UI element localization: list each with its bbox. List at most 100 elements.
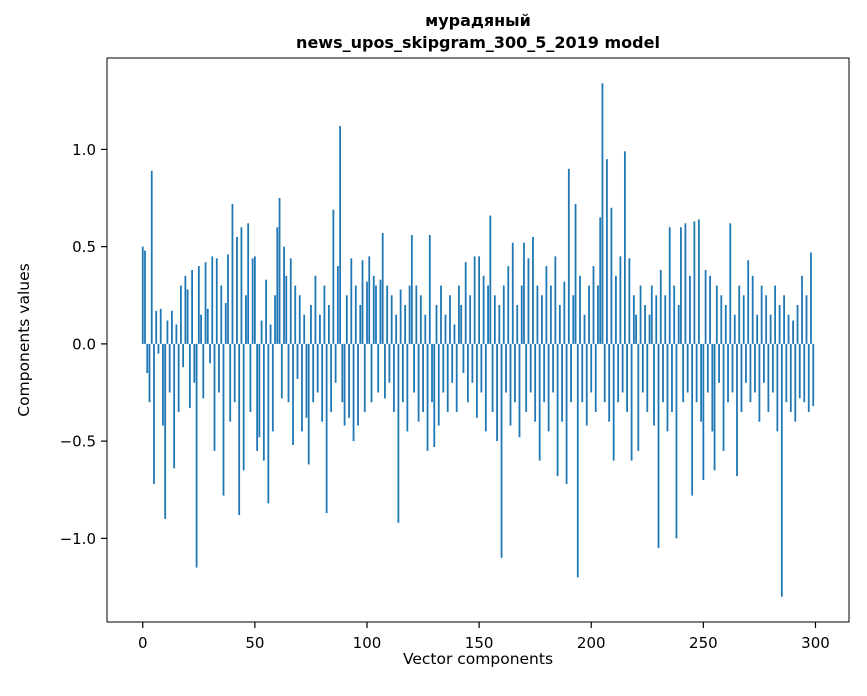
bar (332, 209, 335, 344)
bar (529, 343, 532, 393)
bar (269, 324, 272, 344)
bar (150, 170, 153, 344)
bar (541, 295, 543, 344)
bar (767, 343, 770, 412)
bar (774, 285, 777, 344)
bar (509, 343, 512, 426)
bar (720, 295, 723, 344)
bar (386, 285, 389, 344)
bar (511, 242, 514, 344)
bar (215, 258, 218, 344)
bar (242, 343, 245, 471)
bar (343, 343, 346, 426)
bar (480, 343, 483, 393)
bar (783, 295, 785, 344)
bar (240, 227, 243, 344)
bar (350, 258, 353, 344)
bar (303, 314, 306, 344)
bar (778, 304, 781, 344)
bar (724, 304, 727, 344)
bar (619, 256, 622, 344)
bar (287, 343, 290, 403)
x-tick-label: 50 (245, 634, 264, 652)
bar (603, 343, 606, 403)
bar (231, 203, 234, 344)
bar (650, 285, 653, 344)
bar (682, 343, 685, 403)
bar (410, 234, 413, 344)
chart-title: мурадяный news_upos_skipgram_300_5_2019 … (107, 10, 849, 54)
bar (274, 295, 276, 344)
bar (428, 234, 431, 344)
bar (747, 260, 750, 344)
bar (727, 343, 729, 403)
bar (514, 343, 516, 403)
bar (469, 295, 472, 344)
bar (536, 285, 539, 344)
bar (697, 219, 700, 344)
bar (417, 343, 420, 422)
bar (493, 295, 496, 344)
bar (756, 314, 759, 344)
bar (653, 343, 655, 426)
bar (518, 343, 521, 438)
bar (659, 269, 662, 344)
bar (686, 343, 689, 393)
bar (224, 303, 227, 344)
bar (635, 314, 637, 344)
bar (222, 343, 225, 496)
bar (543, 343, 546, 403)
bar (532, 236, 534, 344)
bar (673, 285, 676, 344)
bar (211, 256, 214, 344)
bar (715, 285, 718, 344)
bar (305, 343, 308, 418)
bar (157, 343, 160, 354)
bar (632, 295, 635, 344)
bar (657, 343, 660, 549)
bar (408, 285, 411, 344)
bar (453, 324, 456, 344)
bar (704, 269, 707, 344)
bar (345, 295, 348, 344)
bar (301, 343, 303, 432)
bar (395, 314, 398, 344)
bar (740, 343, 743, 412)
axes-spines (106, 57, 850, 623)
bar (186, 289, 189, 344)
bar (567, 168, 570, 344)
bar (731, 343, 734, 393)
bar (677, 304, 680, 344)
bar (245, 295, 247, 344)
bar (162, 343, 164, 426)
bar (352, 343, 355, 442)
bar (680, 227, 682, 344)
bar (341, 343, 344, 403)
bar (339, 126, 341, 344)
bar (601, 83, 604, 344)
bar (370, 343, 373, 403)
bar (298, 295, 301, 344)
bar (444, 314, 447, 344)
bar (325, 343, 328, 514)
bar (148, 343, 151, 403)
bar (639, 285, 642, 344)
bar (177, 343, 180, 412)
bar (487, 285, 489, 344)
bar (545, 266, 548, 344)
bar (184, 275, 187, 344)
bar (552, 343, 555, 393)
bar (805, 295, 808, 344)
bar (458, 285, 460, 344)
bar (283, 246, 285, 344)
bar (171, 310, 173, 344)
bar (810, 252, 812, 344)
bar (538, 343, 541, 461)
bar (812, 343, 815, 407)
bar (583, 314, 586, 344)
bar (475, 343, 478, 418)
bar (464, 262, 467, 344)
bar (572, 295, 575, 344)
bar (585, 343, 588, 426)
